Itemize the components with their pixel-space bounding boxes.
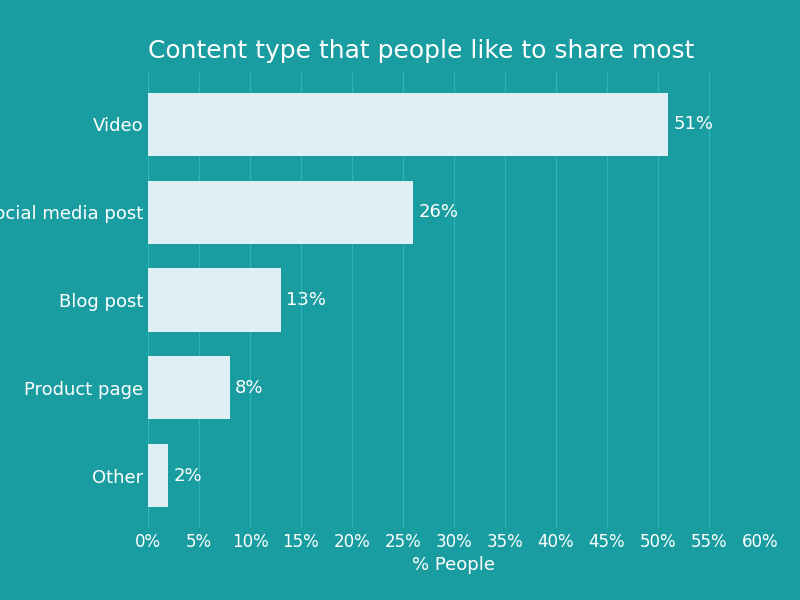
Bar <box>148 444 169 507</box>
Text: 8%: 8% <box>234 379 263 397</box>
Text: 13%: 13% <box>286 291 326 309</box>
Bar <box>148 268 281 332</box>
Bar <box>148 181 413 244</box>
Bar <box>148 356 230 419</box>
Text: 51%: 51% <box>674 115 714 133</box>
Bar <box>148 93 668 156</box>
Text: 26%: 26% <box>418 203 458 221</box>
Text: Content type that people like to share most: Content type that people like to share m… <box>148 39 694 63</box>
Text: 2%: 2% <box>174 467 202 485</box>
X-axis label: % People: % People <box>413 556 495 574</box>
